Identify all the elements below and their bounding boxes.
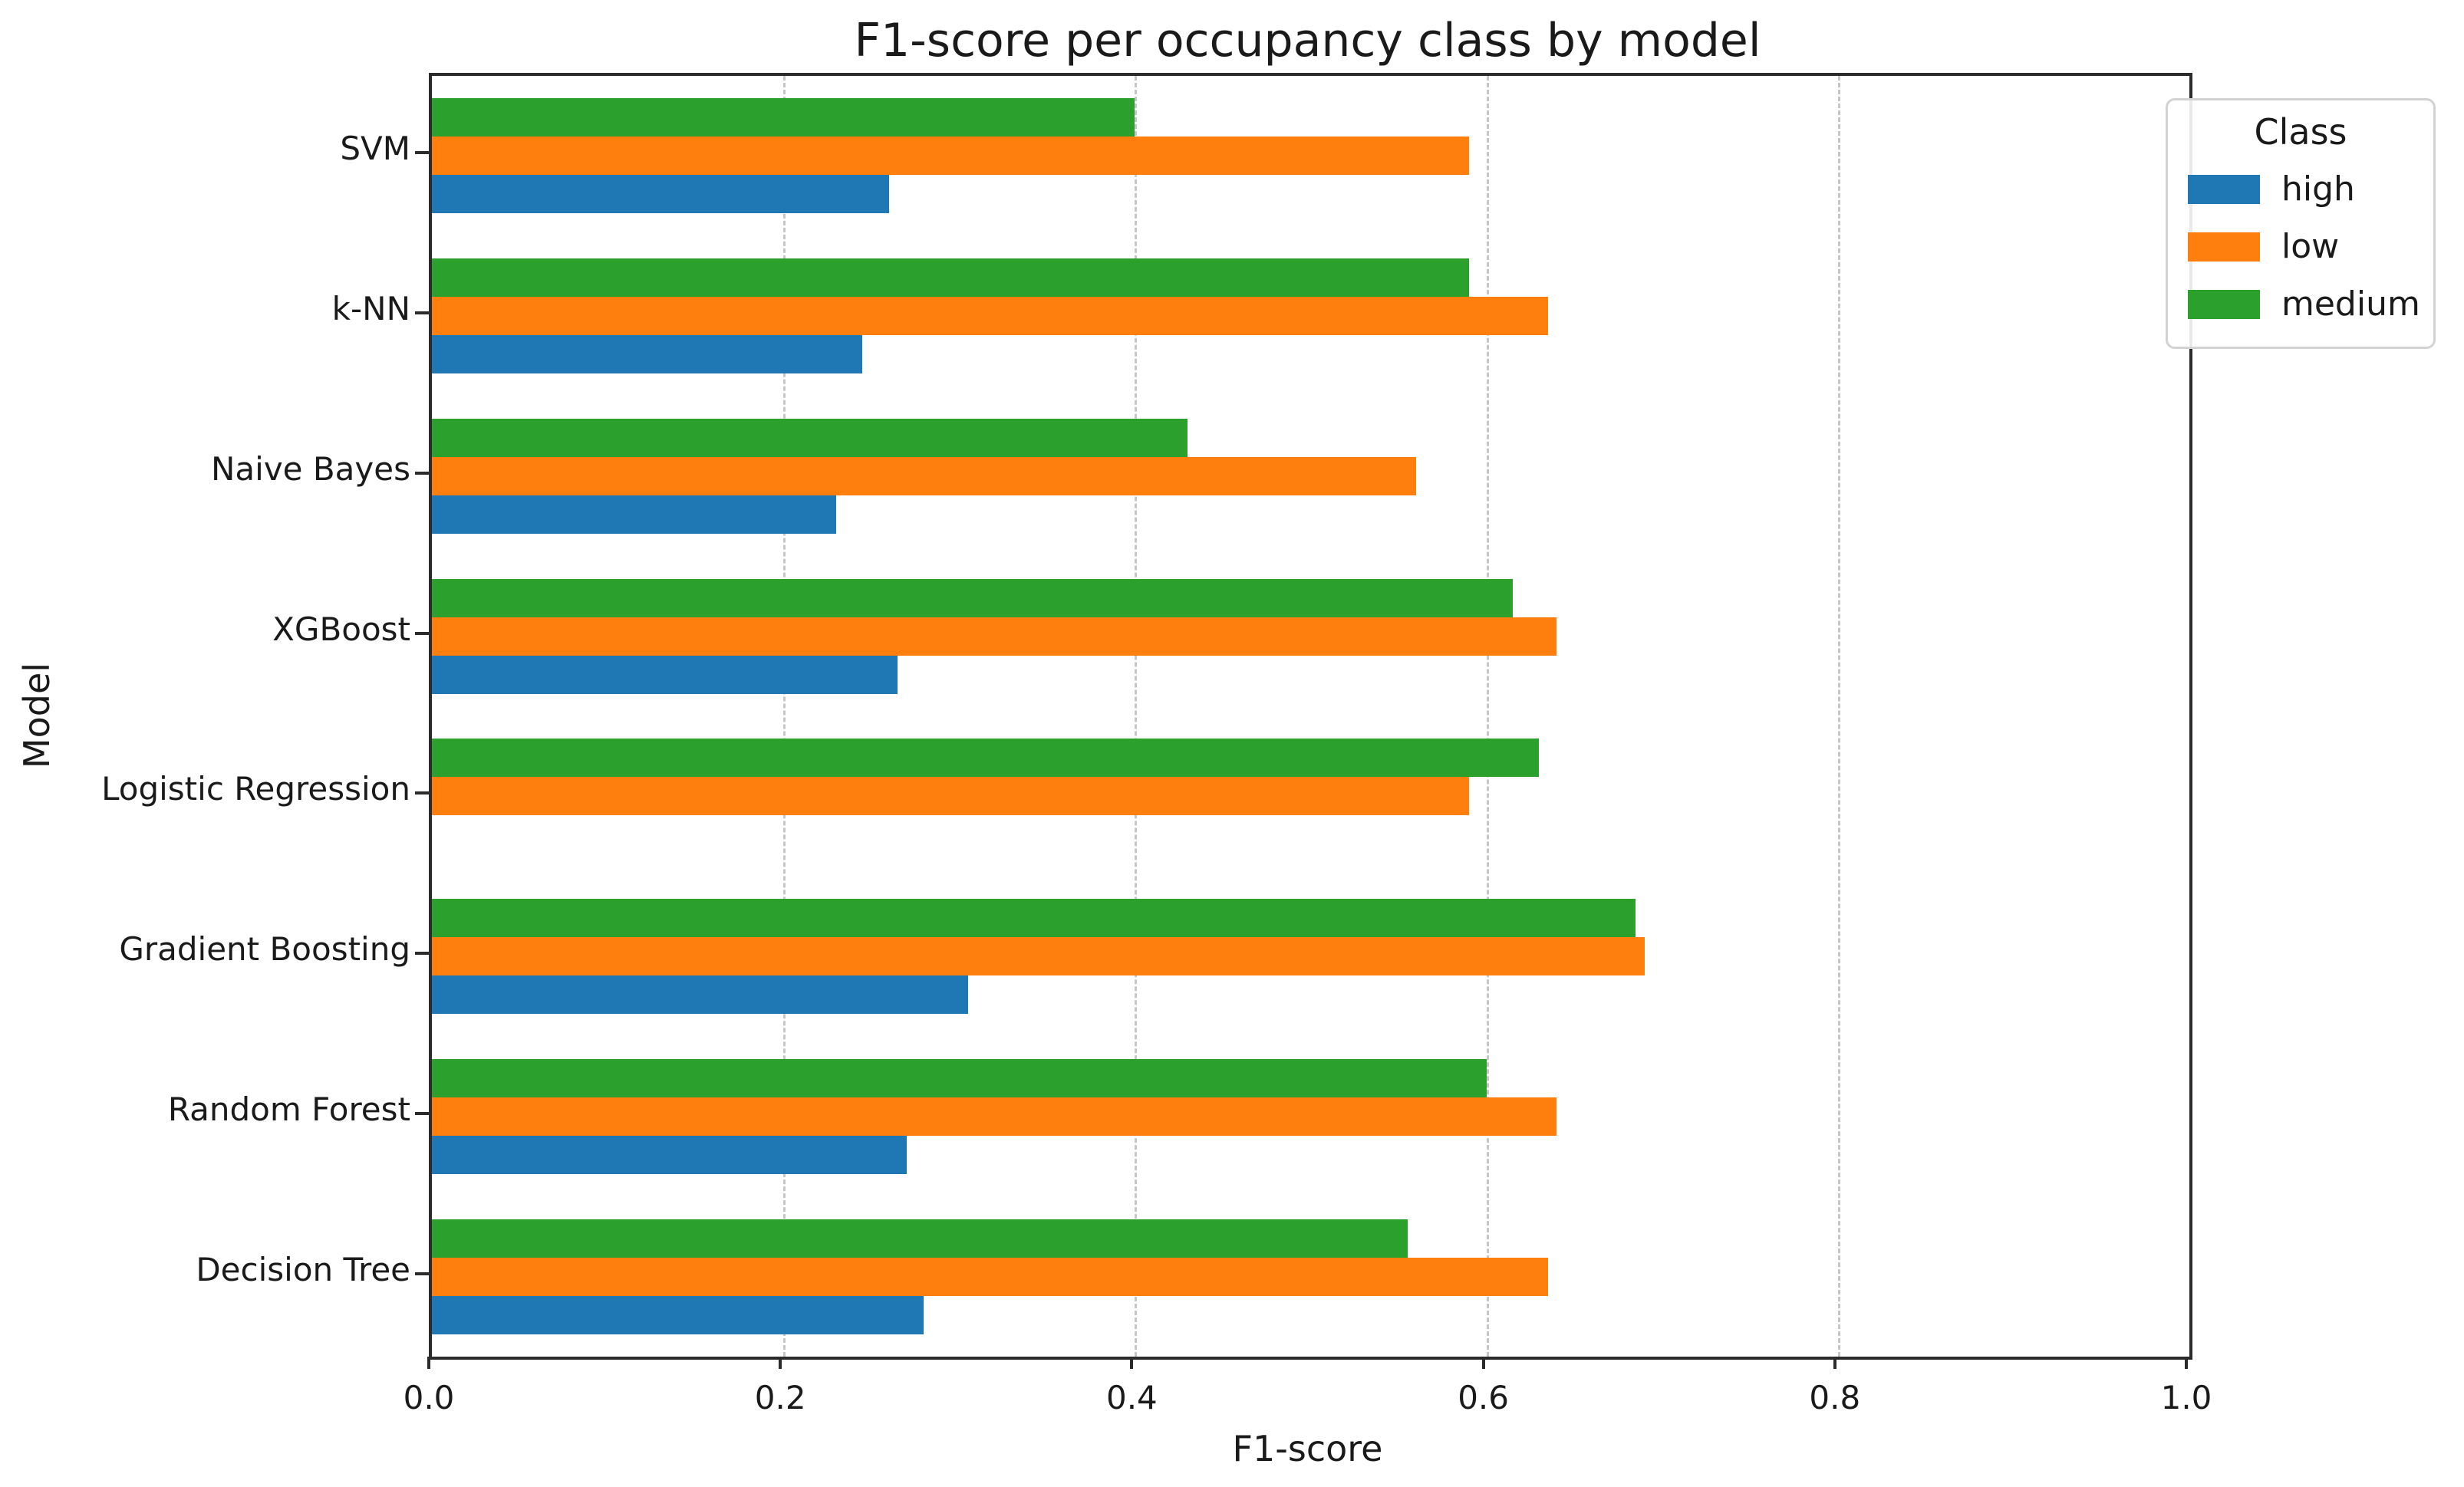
x-tick-mark (1481, 1357, 1485, 1369)
gridline (1837, 76, 1840, 1357)
bar-high (432, 655, 898, 694)
plot-area (429, 73, 2192, 1360)
bar-low (432, 617, 1557, 656)
x-tick-mark (427, 1357, 430, 1369)
legend-item-low: low (2168, 218, 2433, 275)
x-tick-mark (1130, 1357, 1134, 1369)
x-tick-label: 1.0 (2160, 1379, 2212, 1416)
bar-medium (432, 899, 1636, 938)
bar-low (432, 777, 1469, 816)
y-tick-mark (415, 471, 429, 475)
chart-title: F1-score per occupancy class by model (854, 14, 1761, 67)
legend-title: Class (2254, 111, 2347, 153)
y-tick-mark (415, 1272, 429, 1275)
legend-items: high low medium (2168, 160, 2433, 333)
y-tick-label-gradient-boosting: Gradient Boosting (119, 930, 410, 969)
bar-low (432, 137, 1469, 176)
y-tick-mark (415, 1111, 429, 1115)
x-axis-label: F1-score (1232, 1428, 1383, 1469)
legend: Class high low medium (2166, 98, 2436, 349)
legend-label: low (2281, 227, 2340, 266)
gridline (1135, 76, 1138, 1357)
y-tick-label-decision-tree: Decision Tree (196, 1250, 410, 1288)
bar-high (432, 975, 968, 1015)
x-tick-label: 0.4 (1105, 1379, 1158, 1416)
gridline (1486, 76, 1489, 1357)
legend-swatch-high (2188, 174, 2260, 204)
y-tick-mark (415, 631, 429, 635)
bar-low (432, 297, 1548, 336)
legend-item-high: high (2168, 160, 2433, 218)
legend-item-medium: medium (2168, 275, 2433, 333)
bar-low (432, 456, 1416, 495)
x-tick-label: 0.0 (403, 1379, 455, 1416)
bar-medium (432, 1058, 1487, 1097)
y-tick-mark (415, 952, 429, 956)
bar-medium (432, 578, 1513, 617)
bar-low (432, 937, 1645, 976)
bar-medium (432, 258, 1469, 298)
bar-high (432, 495, 836, 534)
y-tick-label-svm: SVM (340, 130, 410, 168)
y-tick-label-xgboost: XGBoost (272, 610, 410, 648)
legend-swatch-low (2188, 232, 2260, 262)
gridline (783, 76, 786, 1357)
bar-medium (432, 418, 1188, 457)
bar-high (432, 175, 889, 214)
bar-low (432, 1097, 1557, 1136)
y-axis-label: Model (16, 662, 58, 769)
bar-medium (432, 1219, 1408, 1258)
bar-high (432, 1135, 907, 1174)
x-tick-label: 0.2 (754, 1379, 806, 1416)
bar-high (432, 335, 863, 374)
y-tick-label-naive-bayes: Naive Bayes (211, 449, 410, 488)
y-tick-mark (415, 791, 429, 795)
bar-high (432, 1295, 924, 1334)
y-tick-label-logistic-regression: Logistic Regression (101, 770, 410, 808)
x-tick-label: 0.8 (1809, 1379, 1861, 1416)
bar-medium (432, 739, 1540, 778)
bar-low (432, 1257, 1548, 1296)
x-tick-mark (779, 1357, 782, 1369)
y-tick-label-k-nn: k-NN (331, 290, 410, 328)
y-tick-label-random-forest: Random Forest (167, 1090, 410, 1128)
x-tick-mark (2185, 1357, 2188, 1369)
legend-label: medium (2281, 285, 2420, 324)
legend-label: high (2281, 169, 2355, 209)
y-tick-mark (415, 151, 429, 155)
bar-medium (432, 98, 1135, 137)
x-tick-label: 0.6 (1458, 1379, 1509, 1416)
legend-swatch-medium (2188, 289, 2260, 319)
x-tick-mark (1833, 1357, 1836, 1369)
y-tick-mark (415, 311, 429, 315)
